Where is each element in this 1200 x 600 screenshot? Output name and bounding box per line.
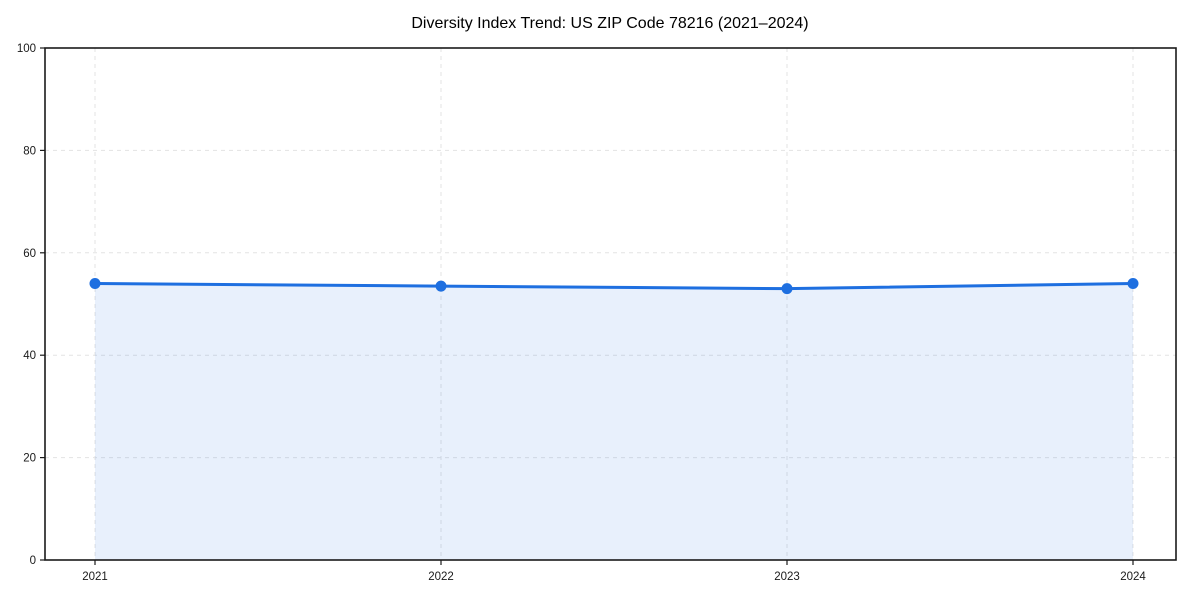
x-axis-tick-labels: 2021 2022 2023 2024	[82, 571, 1146, 583]
x-tick-label: 2024	[1120, 571, 1146, 583]
trend-line	[93, 282, 1135, 291]
x-tick-label: 2023	[774, 571, 800, 583]
data-point-2022	[435, 280, 447, 292]
y-tick-label: 20	[23, 453, 36, 465]
x-tick-label: 2021	[82, 571, 108, 583]
y-tick-label: 40	[23, 350, 36, 362]
data-point-2024	[1127, 278, 1139, 290]
area-fill	[95, 283, 1133, 560]
plot-border	[44, 47, 1177, 561]
data-point-2023	[781, 283, 793, 295]
chart-title: Diversity Index Trend: US ZIP Code 78216…	[411, 15, 808, 32]
gridlines	[45, 48, 1176, 560]
axis-ticks	[40, 47, 1134, 565]
y-tick-label: 100	[17, 43, 36, 55]
data-point-2021	[89, 278, 101, 290]
y-tick-label: 60	[23, 248, 36, 260]
data-point-markers	[89, 278, 1139, 295]
y-tick-label: 0	[30, 555, 36, 567]
y-tick-label: 80	[23, 145, 36, 157]
y-axis-tick-labels: 0 20 40 60 80 100	[17, 43, 36, 567]
x-tick-label: 2022	[428, 571, 454, 583]
